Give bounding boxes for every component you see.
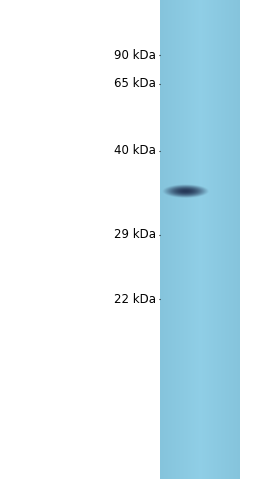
Text: 65 kDa: 65 kDa [114,77,156,91]
Text: 90 kDa: 90 kDa [114,48,156,62]
Text: 40 kDa: 40 kDa [114,144,156,158]
Text: 29 kDa: 29 kDa [114,228,156,241]
Text: 22 kDa: 22 kDa [114,293,156,306]
